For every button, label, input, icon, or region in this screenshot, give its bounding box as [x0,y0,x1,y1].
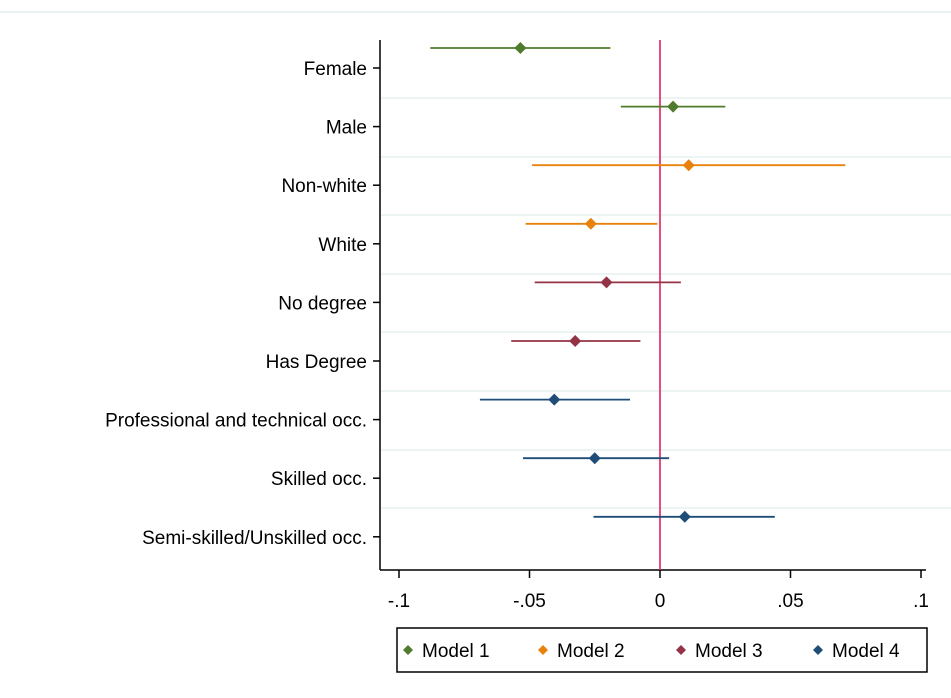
x-tick-label: .1 [913,591,929,612]
legend-marker [676,645,686,655]
point-estimate-marker [584,217,597,230]
y-tick-label: Skilled occ. [271,469,367,490]
point-estimate-marker [514,42,527,54]
x-tick-label: .05 [777,591,803,612]
point-estimate-marker [588,452,601,465]
grid-lines [0,11,951,509]
y-tick-label: Non-white [281,176,367,197]
legend-label: Model 1 [422,641,490,662]
axes: Female Male Non-white White No degree Has Deg… [105,40,929,612]
y-tick-label: Male [326,118,367,139]
y-tick-label: Semi-skilled/Unskilled occ. [142,528,367,549]
point-estimate-marker [682,159,695,172]
legend-label: Model 3 [695,641,763,662]
x-tick-label: -.1 [388,591,410,612]
legend-marker [538,645,548,655]
point-estimate-marker [569,335,582,347]
legend: Model 1 Model 2 Model 3 Model 4 [396,627,928,673]
x-tick-label: -.05 [513,591,546,612]
point-estimate-marker [548,393,561,406]
legend-marker [813,645,823,655]
y-tick-label: Has Degree [266,352,367,373]
y-tick-label: White [318,235,367,256]
point-estimate-marker [667,100,680,113]
point-estimate-marker [678,510,691,523]
y-tick-label: Female [304,59,367,80]
y-tick-label: No degree [278,293,367,314]
legend-marker [403,645,413,655]
legend-label: Model 2 [557,641,625,662]
data-marks [430,40,846,570]
x-tick-label: 0 [655,591,666,612]
y-tick-label: Professional and technical occ. [105,411,367,432]
legend-label: Model 4 [832,641,900,662]
point-estimate-marker [600,276,613,289]
legend-box [396,627,928,673]
